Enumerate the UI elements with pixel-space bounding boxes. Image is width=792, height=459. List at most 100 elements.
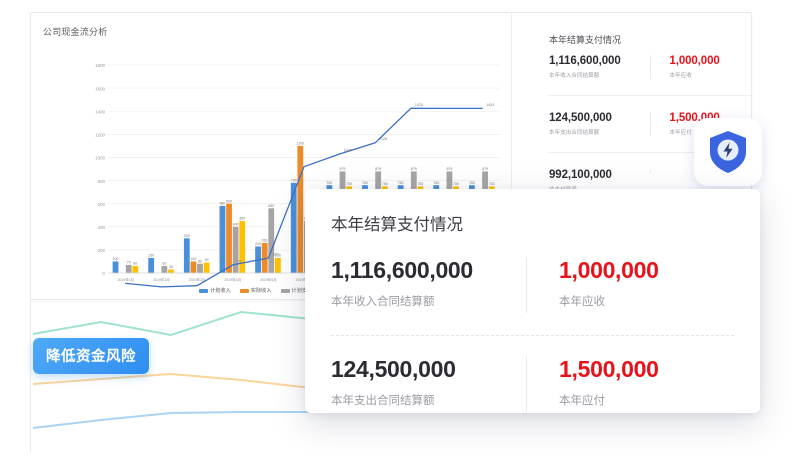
stat-value: 124,500,000 [549,112,612,124]
stats-heading-block: 本年结算支付情况 1,116,600,000 本年收入合同结算额 1,000,0… [531,33,751,79]
svg-text:1128: 1128 [379,137,387,141]
svg-text:1000: 1000 [95,156,105,161]
svg-text:879: 879 [340,167,346,171]
svg-text:80: 80 [198,259,202,263]
svg-text:760: 760 [326,181,332,185]
svg-text:879: 879 [446,167,452,171]
stat-label: 本年收入合同结算额 [549,73,600,79]
svg-text:800: 800 [98,179,106,184]
stat-value: 1,000,000 [669,55,720,67]
svg-text:760: 760 [398,181,404,185]
legend-label-plan-income: 计划收入 [210,288,231,294]
stats-col-left: 1,116,600,000 本年收入合同结算额 [549,55,650,79]
svg-text:1200: 1200 [95,133,105,138]
svg-text:130: 130 [272,252,278,256]
svg-text:750: 750 [453,182,459,186]
svg-text:70: 70 [127,261,131,265]
svg-text:750: 750 [382,182,388,186]
svg-text:1100: 1100 [296,141,304,145]
stats-col-right [650,169,751,173]
svg-text:879: 879 [375,167,381,171]
svg-text:2019年1月: 2019年1月 [117,277,134,282]
security-shield-badge[interactable] [694,118,762,186]
svg-text:230: 230 [255,242,261,246]
svg-text:560: 560 [268,204,274,208]
svg-text:2019年3月: 2019年3月 [189,277,206,282]
reduce-capital-risk-badge[interactable]: 降低资金风险 [33,338,149,374]
svg-text:30: 30 [169,265,173,269]
svg-text:90: 90 [205,258,209,262]
stats-col-right: 1,000,000 本年应收 [650,55,751,79]
popup-value: 124,500,000 [331,356,456,382]
svg-text:2019年6月: 2019年6月 [296,277,313,282]
svg-text:600: 600 [98,202,106,207]
popup-label: 本年收入合同结算额 [331,296,435,308]
svg-text:879: 879 [482,167,488,171]
card-vertical-divider [511,13,512,299]
popup-col-left: 1,116,600,000 本年收入合同结算额 [331,257,526,309]
svg-text:580: 580 [219,202,225,206]
legend-item: 实际收入 [239,287,272,294]
popup-divider [331,335,734,336]
legend-item: 计划支出 [280,287,313,294]
legend-label-actual-income: 实际收入 [250,288,272,294]
svg-text:200: 200 [98,248,106,253]
popup-col-right: 1,500,000 本年应付 [526,356,721,412]
svg-text:1030: 1030 [344,148,352,152]
popup-label: 本年应付 [559,395,605,407]
legend-swatch-plan-expense [280,288,290,293]
stat-label: 本年支出合同结算额 [549,130,600,136]
stats-divider [549,95,751,96]
svg-text:300: 300 [184,234,190,238]
svg-text:1600: 1600 [95,86,105,91]
stat-value: 992,100,000 [549,169,612,181]
svg-text:450: 450 [239,217,245,221]
spacer [531,96,751,112]
svg-text:100: 100 [113,257,119,261]
svg-text:760: 760 [433,181,439,185]
svg-text:600: 600 [226,199,232,203]
stats-col-left: 124,500,000 本年支出合同结算额 [549,112,650,136]
stat-label: 本年应收 [669,73,692,79]
svg-text:750: 750 [346,182,352,186]
svg-text:400: 400 [233,222,239,226]
shield-lightning-icon [710,131,746,173]
svg-text:1800: 1800 [95,63,105,68]
svg-text:260: 260 [262,239,268,243]
popup-value: 1,116,600,000 [331,257,473,283]
popup-label: 本年应收 [559,296,605,308]
svg-text:0: 0 [103,271,106,276]
svg-text:750: 750 [417,182,423,186]
stats-row: 1,116,600,000 本年收入合同结算额 1,000,000 本年应收 [549,55,751,79]
popup-title: 本年结算支付情况 [331,216,463,234]
popup-value: 1,000,000 [559,257,659,283]
popup-col-left: 124,500,000 本年支出合同结算额 [331,356,526,408]
popup-row-expense: 124,500,000 本年支出合同结算额 1,500,000 本年应付 [331,356,734,412]
popup-col-right: 1,000,000 本年应收 [526,257,721,313]
stats-divider [549,152,751,153]
svg-text:100: 100 [190,257,196,261]
popup-label: 本年支出合同结算额 [331,395,435,407]
legend-swatch-actual-income [239,288,249,293]
svg-text:130: 130 [275,254,281,258]
svg-text:879: 879 [411,167,417,171]
svg-text:70: 70 [237,259,241,263]
svg-text:2019年4月: 2019年4月 [224,277,241,282]
svg-text:1424: 1424 [486,103,494,107]
svg-text:400: 400 [98,225,106,230]
svg-text:130: 130 [148,254,154,258]
svg-text:2019年2月: 2019年2月 [153,277,170,282]
legend-swatch-plan-income [199,288,208,293]
svg-text:60: 60 [133,262,137,266]
svg-text:1425: 1425 [415,103,423,107]
page-title: 公司现金流分析 [43,27,108,37]
stat-label: 本年应付 [669,130,692,136]
legend-label-plan-expense: 计划支出 [291,288,313,294]
svg-text:780: 780 [291,178,297,182]
svg-text:1400: 1400 [95,109,105,114]
svg-text:760: 760 [362,181,368,185]
popup-row-income: 1,116,600,000 本年收入合同结算额 1,000,000 本年应收 [331,257,734,313]
settlement-detail-popup: 本年结算支付情况 1,116,600,000 本年收入合同结算额 1,000,0… [305,189,760,413]
stat-value: 1,116,600,000 [549,55,621,67]
